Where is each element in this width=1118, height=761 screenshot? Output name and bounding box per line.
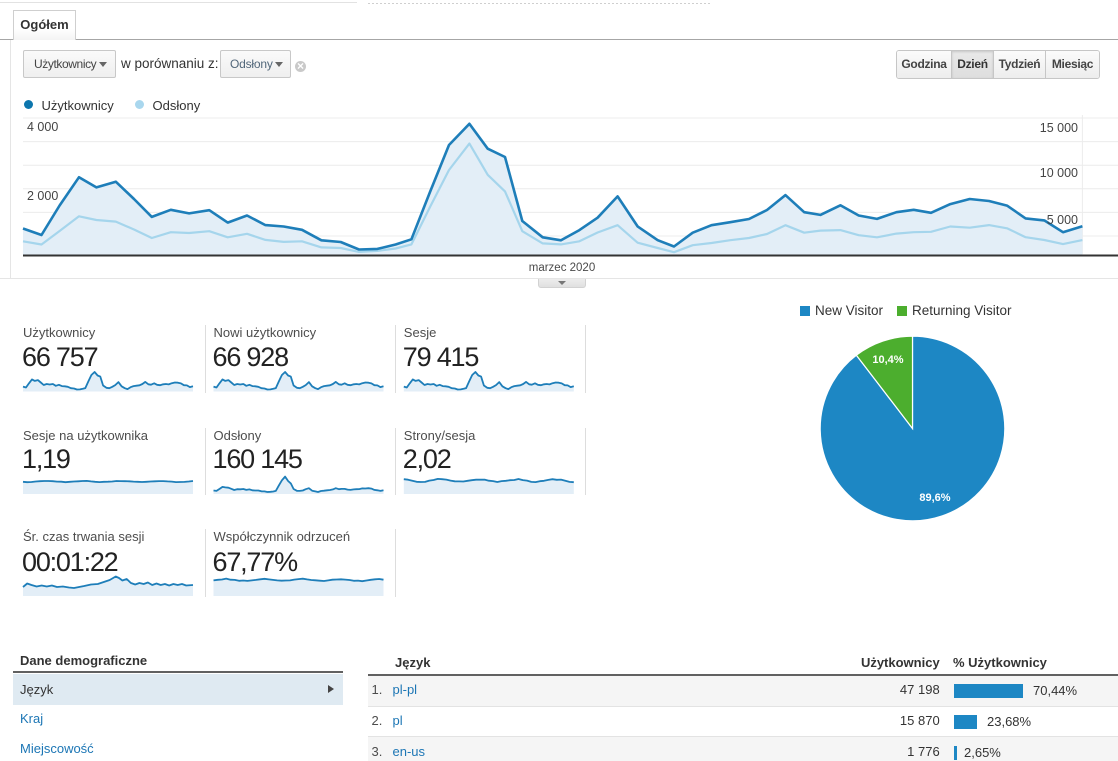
svg-text:4 000: 4 000 [27,120,58,134]
svg-text:2 000: 2 000 [27,189,58,203]
svg-text:10 000: 10 000 [1040,166,1078,180]
svg-text:10,4%: 10,4% [872,354,903,366]
svg-text:89,6%: 89,6% [919,492,950,504]
svg-text:marzec 2020: marzec 2020 [529,262,595,274]
svg-text:5 000: 5 000 [1047,213,1078,227]
svg-text:15 000: 15 000 [1040,121,1078,135]
